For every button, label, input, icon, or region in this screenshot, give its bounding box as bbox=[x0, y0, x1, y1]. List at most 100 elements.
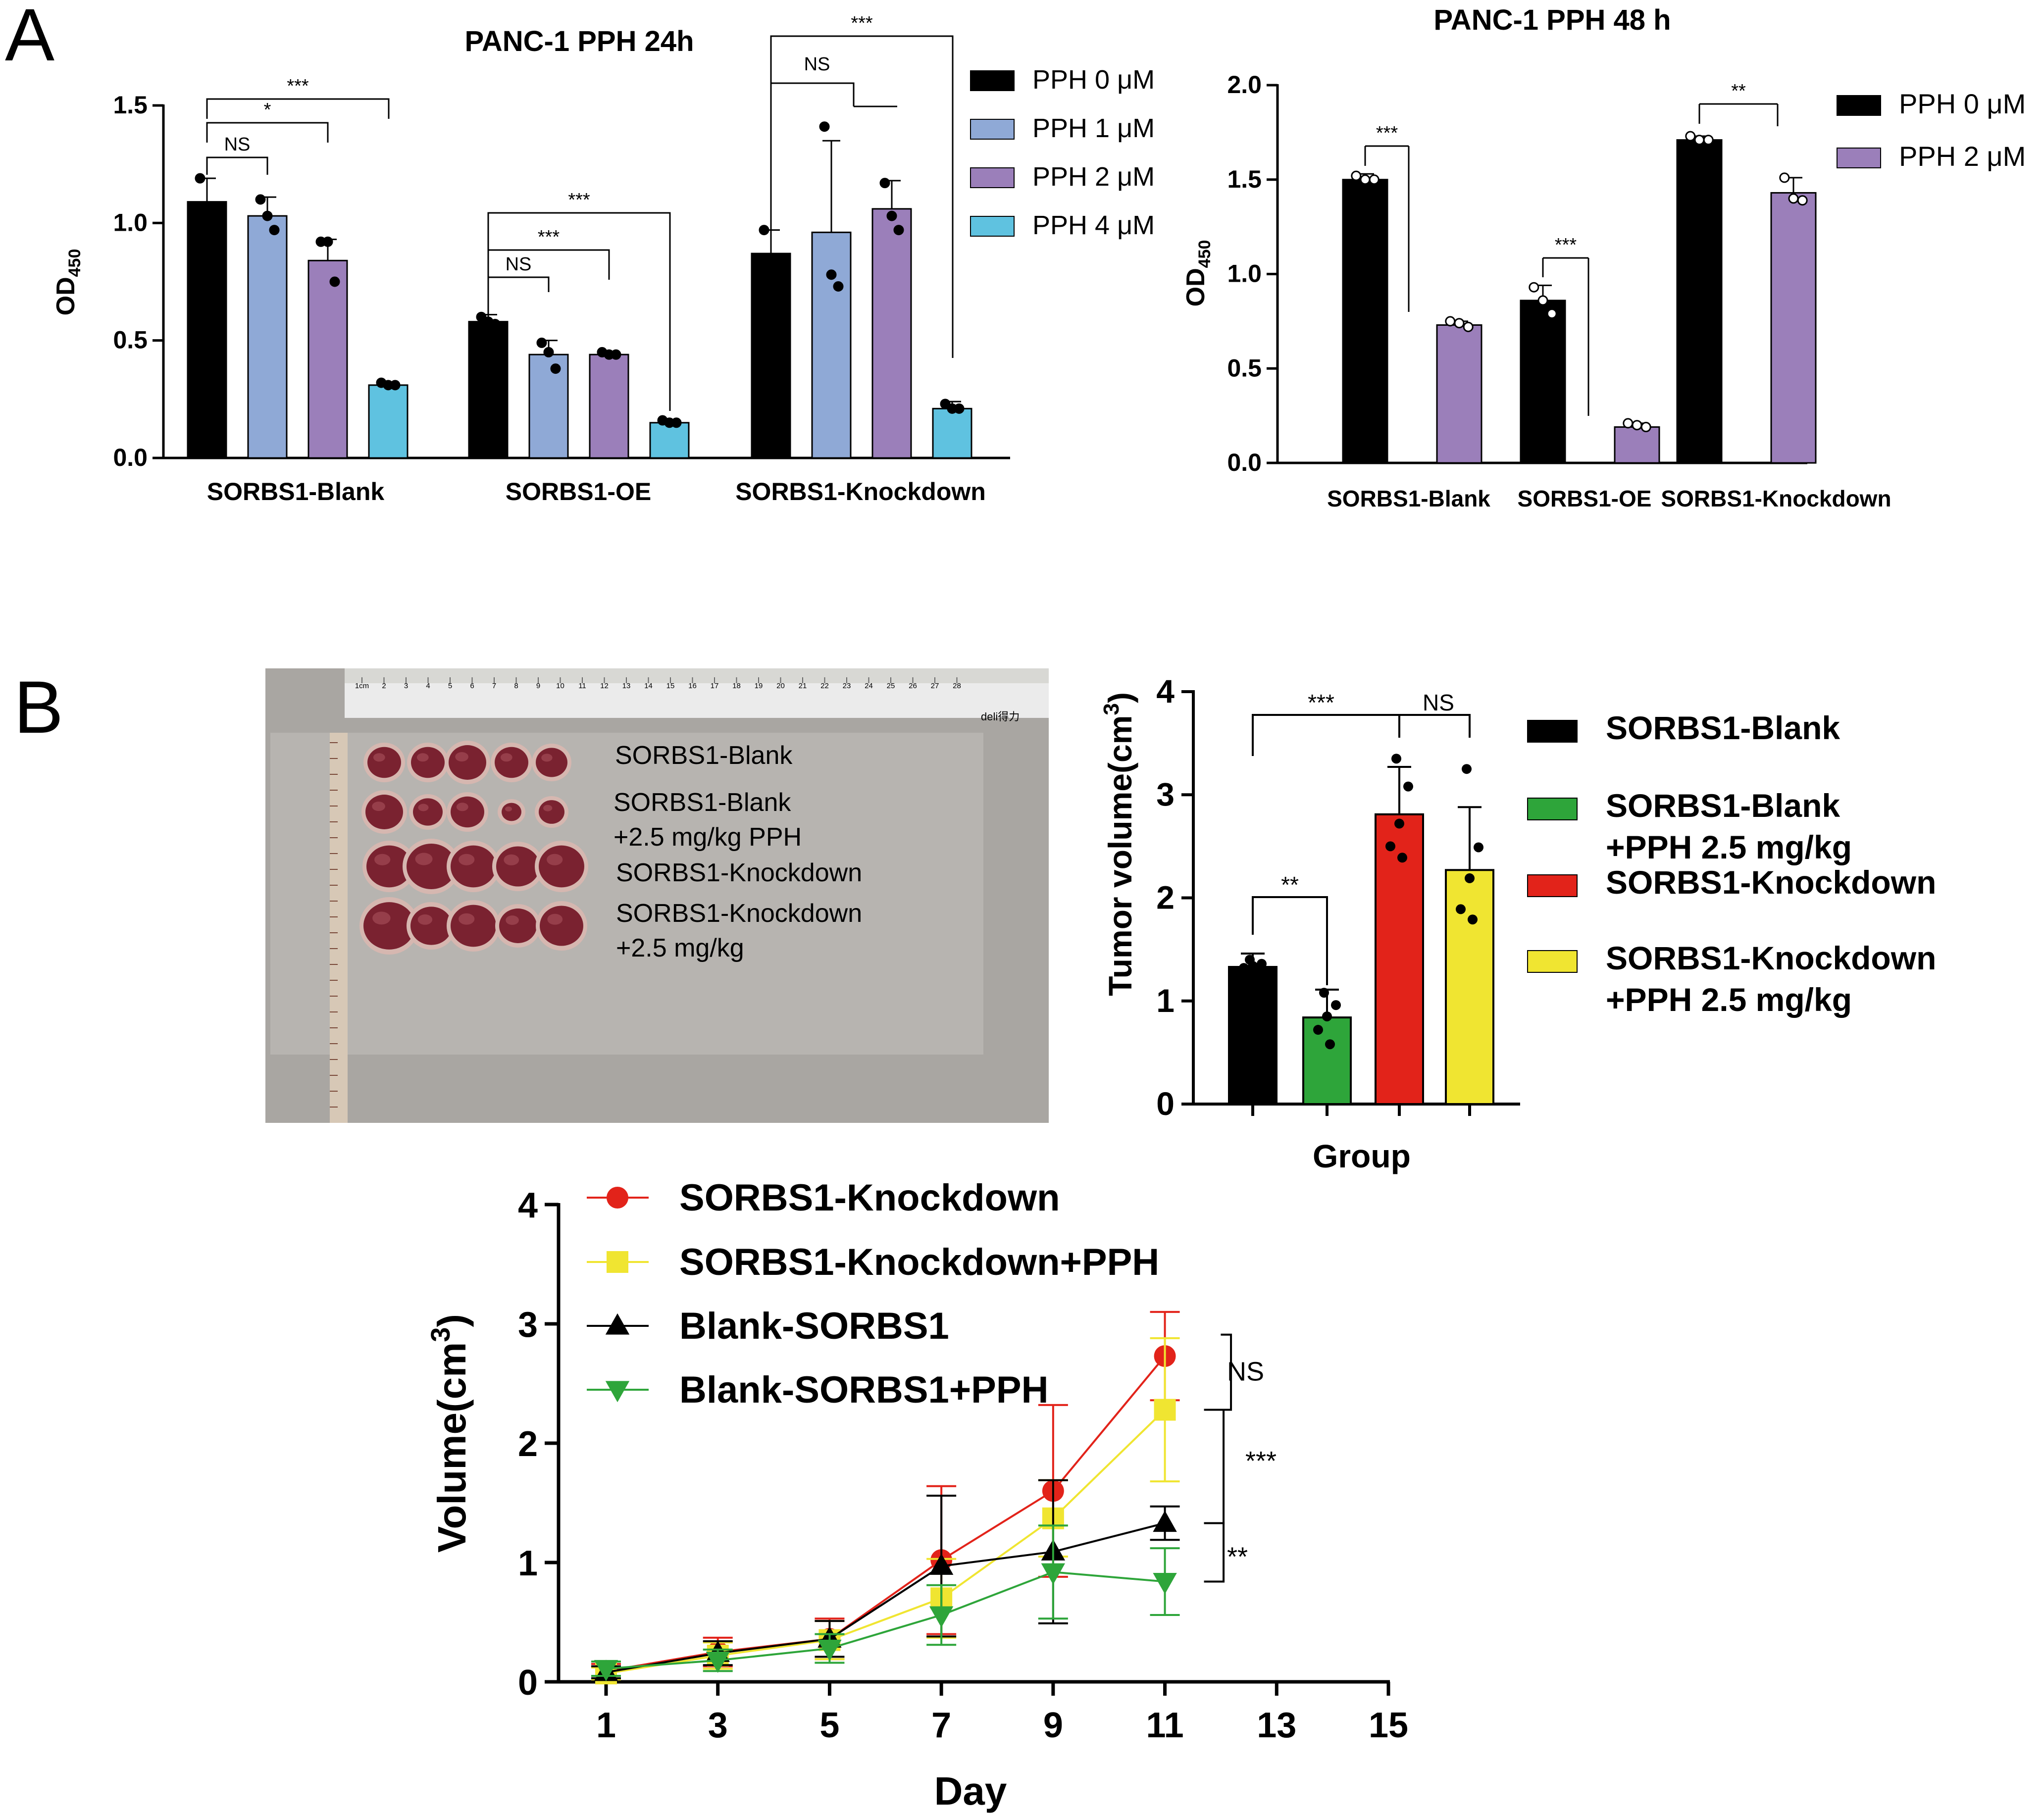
tumor-highlight bbox=[416, 753, 429, 762]
legend-swatch bbox=[1837, 148, 1881, 168]
data-point bbox=[1325, 1039, 1335, 1050]
series-line bbox=[606, 1522, 1166, 1673]
bar bbox=[1375, 813, 1424, 1105]
significance-label: NS bbox=[1423, 690, 1454, 715]
data-point bbox=[490, 318, 501, 329]
legend-swatch bbox=[970, 119, 1015, 140]
data-point bbox=[550, 363, 561, 374]
legend-label-line2: +PPH 2.5 mg/kg bbox=[1606, 829, 1852, 865]
significance-annotations: ****NS******NS***NS bbox=[206, 13, 954, 411]
series-line bbox=[606, 1355, 1166, 1672]
data-point bbox=[1797, 195, 1808, 206]
bar bbox=[1342, 179, 1388, 464]
y-tick-label: 4 bbox=[1156, 673, 1175, 709]
y-axis-label: OD450 bbox=[51, 249, 84, 316]
data-point bbox=[1391, 754, 1401, 764]
data-point bbox=[1331, 1000, 1341, 1010]
significance-label: ** bbox=[1731, 81, 1746, 101]
data-point bbox=[1468, 914, 1478, 925]
ruler-mark-label: 28 bbox=[953, 682, 961, 690]
significance-bracket bbox=[487, 212, 671, 411]
significance-label: * bbox=[264, 100, 271, 120]
ruler-mark-label: 20 bbox=[776, 682, 785, 690]
ruler-brand: deli得力 bbox=[981, 710, 1020, 723]
significance-bracket bbox=[206, 122, 329, 143]
significance-label: NS bbox=[224, 134, 251, 155]
ruler-mark-label: 14 bbox=[644, 682, 653, 690]
photo-label-knockdown-pph: SORBS1-Knockdown bbox=[616, 899, 862, 928]
tumor bbox=[451, 845, 496, 888]
legend-label: PPH 1 μM bbox=[1032, 113, 1155, 143]
photo-label-blank: SORBS1-Blank bbox=[615, 741, 793, 770]
x-category-label: SORBS1-OE bbox=[1518, 486, 1652, 511]
ruler-mark-label: 1cm bbox=[355, 682, 369, 690]
photo-label-knockdown-pph-dose: +2.5 mg/kg bbox=[616, 934, 744, 962]
tumor bbox=[413, 798, 443, 826]
y-axis-label: OD450 bbox=[1181, 240, 1214, 307]
photo-label-knockdown: SORBS1-Knockdown bbox=[616, 858, 862, 887]
y-tick-label: 4 bbox=[518, 1186, 538, 1225]
legend-swatch bbox=[1527, 720, 1578, 743]
tumor bbox=[502, 803, 521, 821]
tumor-highlight bbox=[500, 753, 512, 762]
data-point bbox=[1685, 131, 1696, 142]
series-triangle-down bbox=[591, 1524, 1180, 1681]
legend-label: Blank-SORBS1 bbox=[679, 1305, 949, 1347]
chart-panc1-48h: PANC-1 PPH 48 h OD450 0.0 0.5 1.0 1.5 2.0 SO… bbox=[1181, 4, 2026, 511]
y-tick-label: 3 bbox=[1156, 776, 1175, 812]
tumor-highlight bbox=[459, 913, 475, 925]
tumor-specimens bbox=[359, 741, 588, 955]
data-point bbox=[1779, 172, 1790, 183]
tumor-highlight bbox=[506, 915, 519, 925]
y-tick-label: 1 bbox=[1156, 982, 1175, 1019]
series-line bbox=[606, 1571, 1165, 1670]
data-point bbox=[954, 403, 965, 414]
tumor-highlight bbox=[543, 805, 553, 811]
x-tick-label: 3 bbox=[708, 1706, 728, 1745]
significance-label: *** bbox=[568, 190, 590, 210]
x-tick-label: 9 bbox=[1043, 1706, 1063, 1745]
ruler-mark-label: 23 bbox=[843, 682, 851, 690]
bar bbox=[247, 215, 288, 459]
significance-label: *** bbox=[1245, 1446, 1277, 1476]
data-point bbox=[818, 1639, 842, 1661]
legend-swatch bbox=[1837, 95, 1881, 116]
data-point bbox=[929, 1606, 954, 1628]
data-point bbox=[1369, 174, 1380, 185]
data-point bbox=[269, 225, 280, 236]
data-point bbox=[1251, 964, 1261, 974]
ruler-mark-label: 10 bbox=[556, 682, 564, 690]
ruler-mark-label: 17 bbox=[711, 682, 719, 690]
tumor-highlight bbox=[547, 913, 563, 925]
x-category-label: SORBS1-Blank bbox=[207, 478, 385, 505]
data-point bbox=[1360, 174, 1371, 185]
data-point bbox=[879, 178, 890, 189]
significance-bracket bbox=[1252, 896, 1328, 985]
significance-bracket bbox=[1221, 1333, 1232, 1411]
bar bbox=[1770, 192, 1817, 464]
tumor-highlight bbox=[372, 911, 391, 925]
data-point bbox=[607, 1187, 628, 1209]
chart-tumor-volume-bar: Tumor volume(cm3) Group 0 1 2 3 4 SORBS1-Bla… bbox=[1099, 673, 1936, 1174]
y-tick-label: 2 bbox=[1156, 879, 1175, 916]
data-point bbox=[671, 417, 682, 428]
panel-label-b: B bbox=[14, 665, 63, 749]
ruler-mark-label: 25 bbox=[887, 682, 895, 690]
ruler-left bbox=[330, 742, 338, 1108]
bar bbox=[932, 407, 972, 459]
ruler-mark-label: 24 bbox=[865, 682, 873, 690]
bar bbox=[1436, 324, 1482, 464]
significance-bracket bbox=[206, 98, 390, 119]
data-point bbox=[1351, 170, 1362, 181]
data-point bbox=[1154, 1399, 1176, 1421]
data-point bbox=[202, 201, 212, 212]
data-point bbox=[329, 276, 340, 287]
y-tick-label: 1.5 bbox=[113, 91, 148, 119]
y-tick-label: 2.0 bbox=[1227, 71, 1262, 99]
tumor bbox=[365, 795, 403, 829]
tumor-highlight bbox=[455, 752, 468, 762]
tumor-highlight bbox=[374, 854, 391, 865]
data-point bbox=[940, 399, 951, 409]
